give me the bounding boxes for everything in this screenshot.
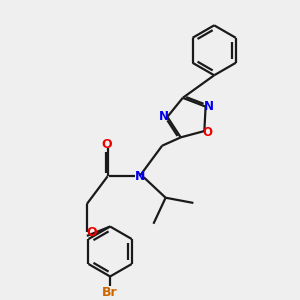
- Text: N: N: [134, 170, 145, 183]
- Text: O: O: [102, 138, 112, 151]
- Text: N: N: [204, 100, 214, 113]
- Text: N: N: [159, 110, 169, 123]
- Text: O: O: [86, 226, 97, 239]
- Text: O: O: [203, 126, 213, 139]
- Text: Br: Br: [102, 286, 118, 298]
